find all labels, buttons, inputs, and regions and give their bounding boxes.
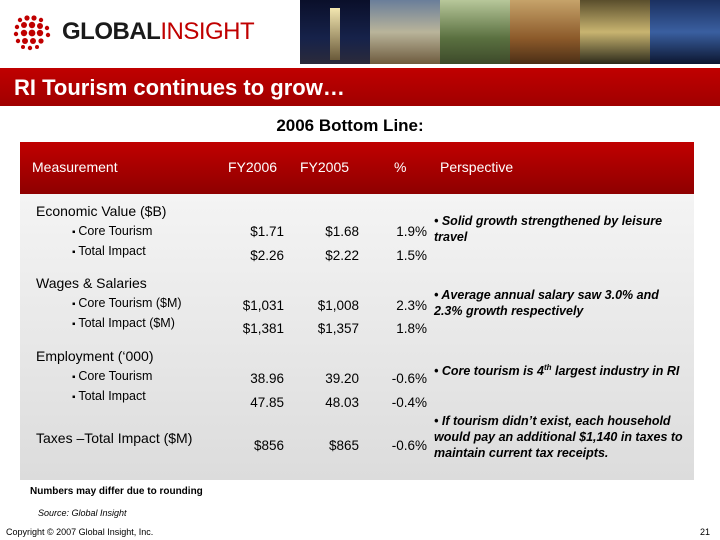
col-perspective: Perspective — [440, 159, 514, 175]
cell-pct: -0.6% — [391, 371, 427, 386]
copyright: Copyright © 2007 Global Insight, Inc. — [6, 527, 154, 537]
table-body: Economic Value ($B) Core Tourism Total I… — [20, 194, 694, 480]
photo-city-night — [650, 0, 720, 64]
source-note: Source: Global Insight — [38, 508, 127, 518]
row-label: Total Impact ($M) — [72, 316, 175, 330]
col-fy2005: FY2005 — [300, 159, 350, 175]
section-economic-value: Economic Value ($B) — [36, 203, 167, 219]
cell-fy2005: $1,357 — [317, 321, 359, 336]
logo: GLOBALINSIGHT — [0, 0, 300, 68]
perspective-pre: • Core tourism is 4 — [434, 364, 544, 379]
photo-lighthouse — [300, 0, 370, 64]
cell-pct: -0.4% — [391, 395, 427, 410]
cell-pct: 2.3% — [396, 298, 427, 313]
cell-fy2005: $1,008 — [317, 298, 359, 313]
logo-global-text: GLOBAL — [62, 18, 161, 45]
section-wages-salaries: Wages & Salaries — [36, 275, 147, 291]
cell-fy2005: 48.03 — [325, 395, 359, 410]
page-number: 21 — [699, 527, 710, 537]
col-measurement: Measurement — [32, 159, 118, 175]
cell-fy2006: $1,031 — [242, 298, 284, 313]
row-label: Total Impact — [72, 389, 145, 403]
logo-wordmark: GLOBALINSIGHT — [62, 18, 255, 46]
logo-insight-text: INSIGHT — [160, 18, 255, 45]
photo-hall — [580, 0, 650, 64]
col-pct: % — [394, 159, 407, 175]
cell-fy2006: $1,381 — [242, 321, 284, 336]
section-employment: Employment (‘000) — [36, 348, 154, 364]
cell-fy2006: 47.85 — [250, 395, 284, 410]
row-label: Core Tourism — [72, 369, 152, 383]
perspective-text: • Average annual salary saw 3.0% and 2.3… — [434, 288, 659, 318]
slide-subtitle: 2006 Bottom Line: — [0, 116, 720, 136]
perspective-text: • Core tourism is 4th largest industry i… — [434, 360, 684, 379]
cell-fy2005: 39.20 — [325, 371, 359, 386]
title-bar: RI Tourism continues to grow… — [0, 68, 720, 106]
cell-fy2005: $1.68 — [325, 224, 359, 239]
slide-title: RI Tourism continues to grow… — [14, 75, 345, 100]
cell-pct: 1.5% — [396, 248, 427, 263]
perspective-text: • Solid growth strengthened by leisure t… — [434, 214, 663, 244]
header-photo-strip — [300, 0, 720, 64]
section-taxes: Taxes –Total Impact ($M) — [36, 430, 193, 446]
perspective-text: • If tourism didn’t exist, each househol… — [434, 414, 683, 460]
perspective-sup: th — [543, 363, 552, 372]
rounding-note: Numbers may differ due to rounding — [30, 486, 203, 497]
perspective-post: largest industry in RI — [551, 364, 680, 379]
cell-pct: -0.6% — [391, 438, 427, 453]
row-label: Total Impact — [72, 244, 145, 258]
cell-fy2006: $856 — [253, 438, 284, 453]
cell-fy2005: $2.22 — [325, 248, 359, 263]
cell-pct: 1.8% — [396, 321, 427, 336]
cell-fy2005: $865 — [328, 438, 359, 453]
cell-pct: 1.9% — [396, 224, 427, 239]
table-header: Measurement FY2006 FY2005 % Perspective — [20, 142, 694, 194]
photo-interior — [510, 0, 580, 64]
cell-fy2006: 38.96 — [250, 371, 284, 386]
col-fy2006: FY2006 — [228, 159, 278, 175]
row-label: Core Tourism — [72, 224, 152, 238]
cell-fy2006: $2.26 — [250, 248, 284, 263]
subtitle-text: 2006 Bottom Line: — [276, 116, 424, 135]
photo-building — [370, 0, 440, 64]
cell-fy2006: $1.71 — [250, 224, 284, 239]
row-label: Core Tourism ($M) — [72, 296, 181, 310]
photo-garden — [440, 0, 510, 64]
global-insight-dot-logo-icon — [13, 15, 51, 51]
